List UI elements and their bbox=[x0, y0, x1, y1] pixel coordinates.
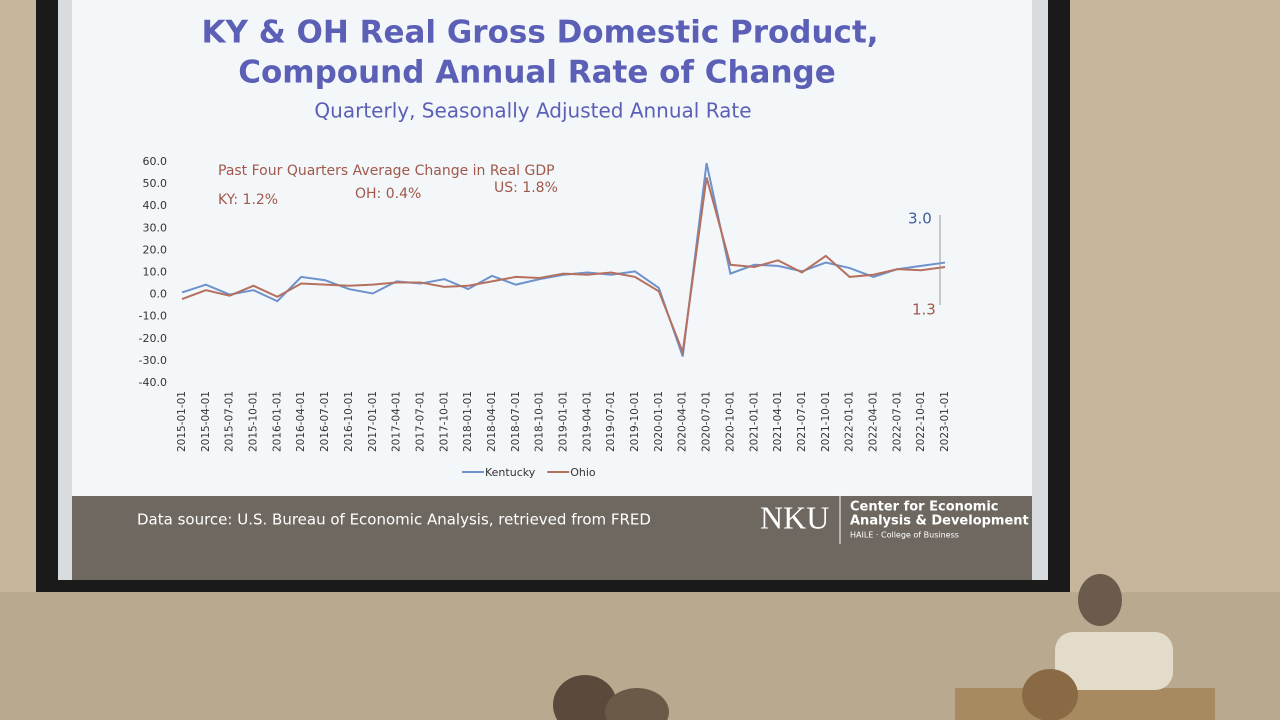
y-tick-label: 60.0 bbox=[143, 155, 168, 168]
x-tick-label: 2019-01-01 bbox=[558, 391, 570, 452]
x-tick-label: 2022-10-01 bbox=[915, 391, 927, 452]
x-tick-label: 2020-04-01 bbox=[677, 391, 689, 452]
x-tick-label: 2015-10-01 bbox=[248, 391, 260, 452]
source-note: Data source: U.S. Bureau of Economic Ana… bbox=[137, 511, 651, 529]
x-tick-label: 2023-01-01 bbox=[939, 391, 951, 452]
x-tick-label: 2019-04-01 bbox=[581, 391, 593, 452]
brand-logo: NKU bbox=[760, 499, 829, 535]
speaker-head bbox=[1078, 574, 1122, 626]
center-name: Analysis & Development bbox=[850, 514, 1029, 529]
y-tick-label: -10.0 bbox=[139, 310, 167, 323]
center-name: Center for Economic bbox=[850, 500, 999, 515]
x-tick-label: 2021-10-01 bbox=[820, 391, 832, 452]
podium bbox=[955, 688, 1215, 720]
audience-head bbox=[1022, 669, 1078, 720]
audience-head bbox=[605, 688, 669, 720]
x-tick-label: 2022-01-01 bbox=[844, 391, 856, 452]
x-tick-label: 2017-10-01 bbox=[438, 391, 450, 452]
x-tick-label: 2020-10-01 bbox=[724, 391, 736, 452]
annotation: OH: 0.4% bbox=[355, 186, 421, 202]
chart-title: KY & OH Real Gross Domestic Product, bbox=[201, 15, 878, 51]
annotation: KY: 1.2% bbox=[218, 192, 278, 208]
x-tick-label: 2020-07-01 bbox=[701, 391, 713, 452]
x-tick-label: 2017-04-01 bbox=[391, 391, 403, 452]
x-tick-label: 2015-04-01 bbox=[200, 391, 212, 452]
speaker-body bbox=[1055, 632, 1173, 690]
x-tick-label: 2018-01-01 bbox=[462, 391, 474, 452]
y-tick-label: 0.0 bbox=[150, 288, 168, 301]
y-tick-label: -40.0 bbox=[139, 376, 167, 389]
college-name: HAILE · College of Business bbox=[850, 531, 959, 540]
slide bbox=[72, 0, 1032, 496]
x-tick-label: 2022-04-01 bbox=[867, 391, 879, 452]
x-tick-label: 2022-07-01 bbox=[891, 391, 903, 452]
x-tick-label: 2020-01-01 bbox=[653, 391, 665, 452]
y-tick-label: -30.0 bbox=[139, 354, 167, 367]
y-tick-label: 20.0 bbox=[143, 243, 168, 256]
x-tick-label: 2017-07-01 bbox=[414, 391, 426, 452]
x-tick-label: 2018-04-01 bbox=[486, 391, 498, 452]
annotation: 3.0 bbox=[908, 210, 932, 228]
chart-title: Compound Annual Rate of Change bbox=[238, 55, 836, 91]
x-tick-label: 2018-10-01 bbox=[534, 391, 546, 452]
y-tick-label: -20.0 bbox=[139, 332, 167, 345]
chart-subtitle: Quarterly, Seasonally Adjusted Annual Ra… bbox=[314, 99, 751, 123]
x-tick-label: 2021-01-01 bbox=[748, 391, 760, 452]
y-tick-label: 30.0 bbox=[143, 221, 168, 234]
x-tick-label: 2019-10-01 bbox=[629, 391, 641, 452]
y-tick-label: 10.0 bbox=[143, 266, 168, 279]
y-tick-label: 40.0 bbox=[143, 199, 168, 212]
x-tick-label: 2016-01-01 bbox=[271, 391, 283, 452]
series-line bbox=[181, 177, 946, 356]
annotation: US: 1.8% bbox=[494, 180, 558, 196]
x-tick-label: 2016-10-01 bbox=[343, 391, 355, 452]
x-tick-label: 2021-07-01 bbox=[796, 391, 808, 452]
annotation: Past Four Quarters Average Change in Rea… bbox=[218, 163, 555, 179]
x-tick-label: 2016-07-01 bbox=[319, 391, 331, 452]
x-tick-label: 2016-04-01 bbox=[295, 391, 307, 452]
annotation: 1.3 bbox=[912, 301, 936, 319]
legend-label: Ohio bbox=[570, 466, 596, 479]
legend-label: Kentucky bbox=[485, 466, 536, 479]
x-tick-label: 2019-07-01 bbox=[605, 391, 617, 452]
audience-head bbox=[553, 675, 617, 720]
series-line bbox=[181, 162, 946, 357]
slide-footer bbox=[72, 496, 1032, 580]
x-tick-label: 2015-01-01 bbox=[176, 391, 188, 452]
y-tick-label: 50.0 bbox=[143, 177, 168, 190]
x-tick-label: 2017-01-01 bbox=[367, 391, 379, 452]
x-tick-label: 2021-04-01 bbox=[772, 391, 784, 452]
x-tick-label: 2018-07-01 bbox=[510, 391, 522, 452]
x-tick-label: 2015-07-01 bbox=[224, 391, 236, 452]
